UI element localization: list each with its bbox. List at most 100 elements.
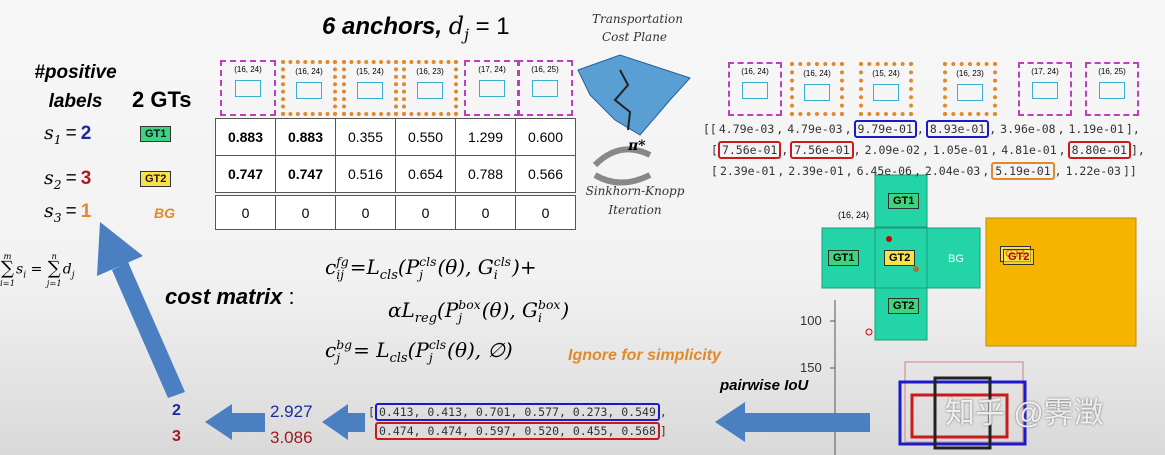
sup: cls [419, 254, 437, 270]
dot [886, 236, 892, 242]
table-cell: 0 [215, 195, 276, 230]
eq: = [65, 168, 77, 189]
term: c [325, 255, 337, 279]
sep: , [1058, 143, 1066, 157]
entry: 3.96e-08 [1000, 122, 1056, 136]
shape [715, 402, 870, 442]
table-cell: 0.747 [275, 155, 336, 193]
script: fg ij [336, 255, 349, 281]
sep: , [1057, 122, 1065, 136]
anchor-box: (16, 23) [943, 62, 997, 116]
script: cls j [419, 254, 437, 282]
anchor-rect [357, 82, 383, 99]
sum-formula: m ∑ i=1 si = n ∑ j=1 dj [0, 252, 75, 287]
title-sub: j [464, 25, 469, 44]
anchor-rect [873, 84, 899, 101]
sub: reg [414, 311, 438, 326]
anchor-box: (17, 24) [1018, 62, 1072, 116]
anchor-rect [957, 84, 983, 101]
sub: j [419, 266, 424, 282]
table-cell: 0.355 [335, 118, 396, 156]
cross [821, 174, 981, 341]
sep: , [845, 164, 853, 178]
anchor-rect [1032, 82, 1058, 99]
table-cell: 0.600 [515, 118, 576, 156]
entry: 7.56e-01 [790, 141, 854, 159]
gt-tag: BG [154, 205, 175, 221]
sep: , [916, 122, 924, 136]
shape [926, 227, 981, 289]
cell-label: GT1 [888, 193, 920, 209]
t: n [51, 251, 57, 261]
sep: , [921, 143, 929, 157]
sub: cls [389, 351, 408, 366]
table-cell: 0.883 [215, 118, 276, 156]
t: cost matrix [165, 284, 283, 309]
term: (θ), ∅) [447, 338, 513, 362]
title-var: d [448, 12, 465, 40]
t: j [71, 270, 75, 281]
anchor-box: (16, 25) [517, 60, 573, 116]
y-tick: 150 [800, 360, 822, 375]
sum: 3.086 [270, 428, 313, 447]
sup: box [538, 297, 561, 313]
bracket: , [659, 405, 667, 419]
sep: , [781, 143, 789, 157]
t: = [30, 261, 43, 278]
entry: 8.93e-01 [925, 120, 990, 138]
sep: , [777, 164, 785, 178]
entry: 9.79e-01 [853, 120, 917, 138]
entry: 2.39e-01 [788, 164, 844, 178]
table-cell: 0 [395, 195, 456, 230]
iou-row: 0.474, 0.474, 0.597, 0.520, 0.455, 0.568… [375, 422, 667, 440]
anchor-label: (15, 24) [872, 69, 900, 78]
anchor-label: (16, 24) [295, 67, 323, 76]
overlay-label: GT2 [1003, 249, 1035, 265]
sep: , [844, 122, 852, 136]
entry: 4.81e-01 [1001, 143, 1057, 157]
anchor-rect [532, 80, 558, 97]
anchor-rect [417, 82, 443, 99]
sub: j [336, 349, 341, 365]
term: αL [388, 298, 415, 322]
s: s [44, 167, 54, 189]
sub: i [538, 309, 542, 325]
anchor-label: (15, 24) [356, 67, 384, 76]
term: (P [437, 298, 459, 322]
entry: 6.45e-06 [856, 164, 912, 178]
anchor-box: (15, 24) [342, 60, 398, 116]
script: bg j [336, 338, 352, 365]
term: c [325, 338, 337, 362]
sup: cls [493, 254, 512, 270]
shape [933, 376, 992, 450]
t: j=1 [46, 277, 62, 288]
line: #positive [34, 62, 117, 83]
anchor-rect [1099, 82, 1125, 99]
n: 1 [80, 201, 92, 222]
table-cell: 0.747 [215, 155, 276, 193]
entry: 1.19e-01 [1068, 122, 1124, 136]
gts: 2 GTs [132, 87, 192, 112]
shape [112, 262, 185, 398]
table-cell: 0.654 [395, 155, 456, 193]
line: Iteration [608, 203, 662, 217]
line: labels [48, 91, 103, 112]
entry: 7.56e-01 [717, 141, 782, 159]
sep: , [989, 122, 997, 136]
gt-count: s1 = 2 [44, 122, 91, 147]
shape [97, 222, 143, 276]
cell-label: GT1 [828, 250, 860, 266]
shape [322, 404, 365, 440]
bracket: ] [659, 424, 667, 438]
anchor-rect [235, 80, 261, 97]
gt-count: s2 = 3 [44, 167, 91, 192]
sep: , [982, 164, 990, 178]
sub: cls [379, 268, 398, 283]
dot [913, 266, 919, 272]
anchor-rect [804, 84, 830, 101]
table-cell: 0 [335, 195, 396, 230]
